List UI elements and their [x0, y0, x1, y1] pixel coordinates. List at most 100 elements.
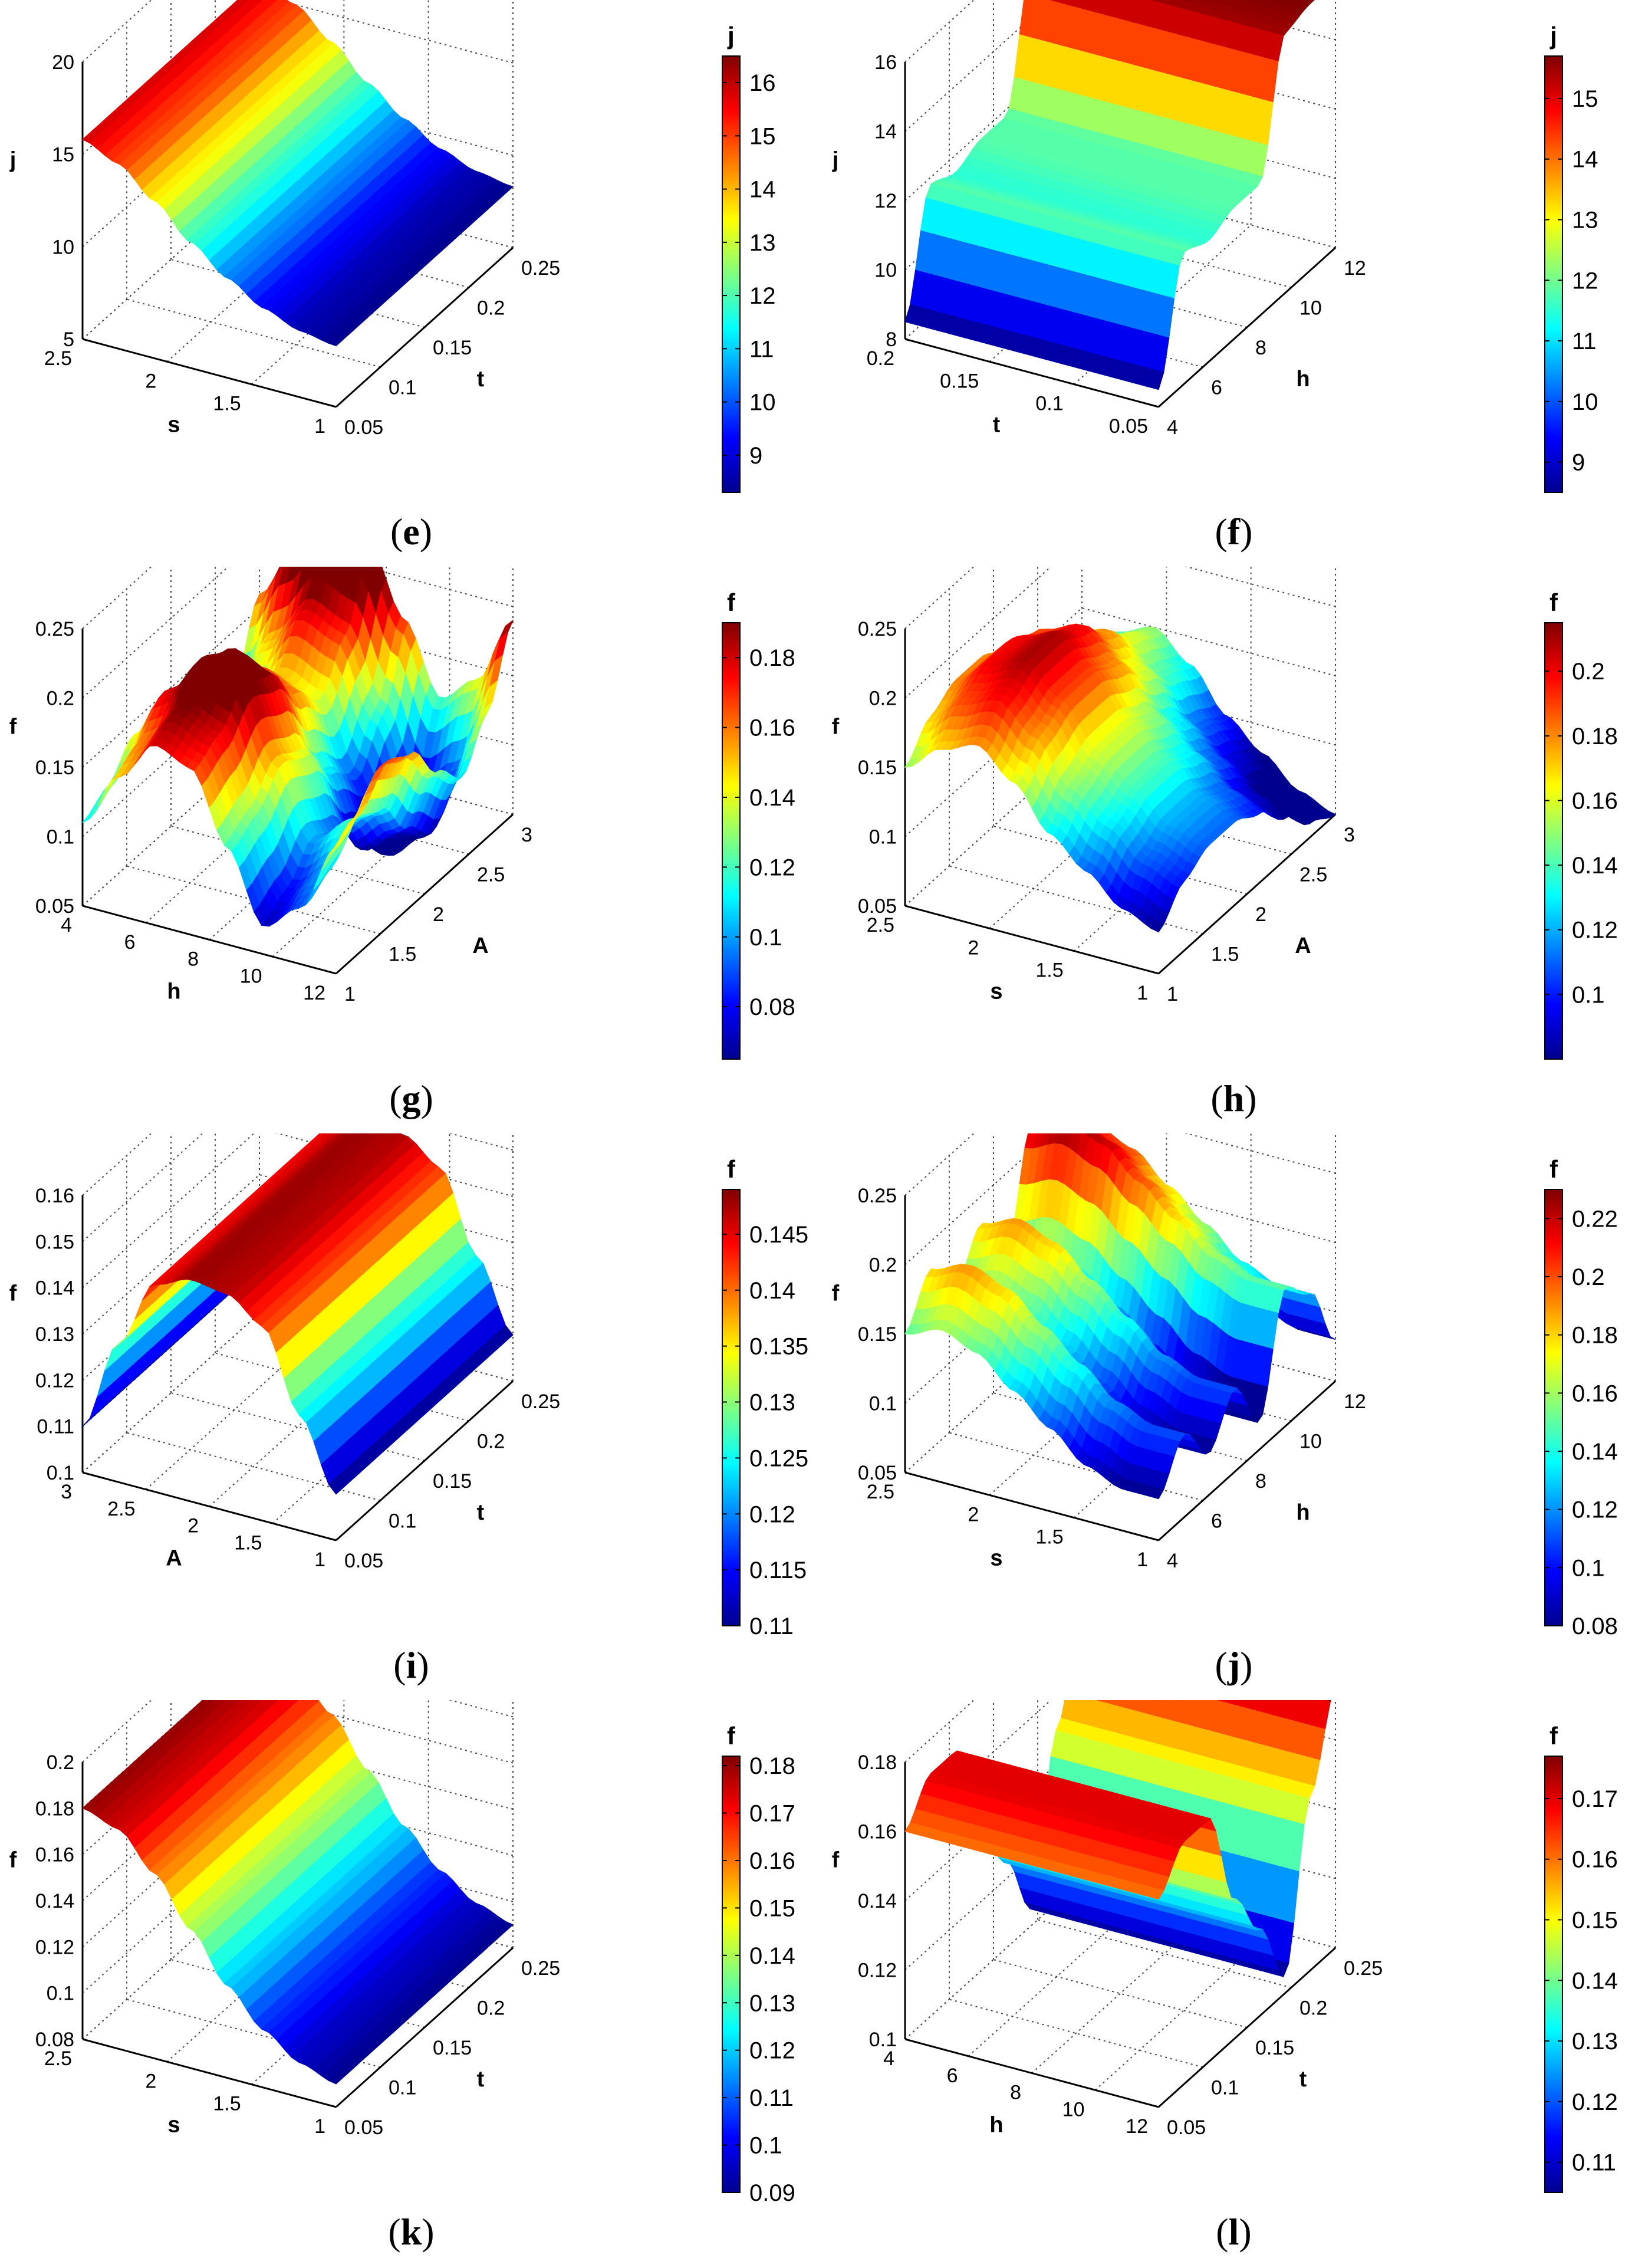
z-tick-label: 0.12: [35, 1936, 74, 1958]
right-axis-label: h: [1296, 1500, 1310, 1525]
caption-open: (: [1215, 1644, 1228, 1686]
colorbar-tick-label: 0.1: [749, 925, 782, 951]
z-tick-label: 15: [52, 144, 74, 166]
z-tick-label: 0.25: [858, 1185, 897, 1207]
panel-i: 0.16 0.15 0.14 0.13 0.12 0.11 0.1 3 2.5 2 1.5 1 0.05…: [0, 1133, 822, 1700]
colorbar-tick-label: 0.11: [749, 2085, 794, 2111]
right-tick-label: 6: [1211, 377, 1222, 399]
caption-close: ): [422, 2211, 435, 2253]
colorbar-tick-label: 15: [749, 123, 776, 149]
right-tick-label: 12: [1344, 1391, 1366, 1413]
z-tick-label: 0.2: [47, 1751, 74, 1774]
colorbar-tick-label: 0.08: [1572, 1613, 1618, 1639]
z-tick-label: 5: [63, 328, 74, 351]
colorbar-title: f: [1549, 589, 1558, 616]
z-tick-label: 0.2: [869, 1254, 897, 1277]
z-tick-label: 16: [874, 51, 897, 74]
colorbar-tick-label: 16: [749, 70, 776, 96]
right-tick-label: 10: [1299, 297, 1322, 320]
colorbar-tick-label: 0.12: [1572, 1497, 1618, 1523]
right-tick-label: 1.5: [389, 944, 416, 966]
surface-mesh: [904, 1700, 1332, 1977]
colorbar-tick-label: 0.18: [1572, 1323, 1618, 1349]
right-tick-label: 0.2: [477, 1431, 505, 1453]
caption-open: (: [388, 2211, 401, 2253]
colorbar-tick-label: 0.16: [1572, 788, 1618, 814]
colorbar-tick-label: 0.12: [749, 2038, 795, 2064]
colorbar-tick-label: 0.12: [1572, 918, 1618, 944]
z-tick-label: 10: [874, 259, 897, 282]
right-tick-label: 12: [1344, 257, 1366, 280]
z-tick-label: 0.12: [35, 1369, 74, 1392]
z-tick-label: 0.16: [35, 1185, 74, 1207]
colorbar-tick-label: 0.13: [749, 1390, 795, 1416]
surface-plot-k: 0.2 0.18 0.16 0.14 0.12 0.1 0.082.5 2 1.5 1 0.05 0.…: [9, 1700, 795, 2206]
right-tick-label: 0.1: [389, 377, 416, 399]
panel-caption: (k): [0, 2210, 822, 2254]
surface-plot-e: 20 15 10 52.5 2 1.5 1 0.05 0.1 0.150.2 0.25 j s t 16 15…: [9, 0, 776, 493]
colorbar-tick-label: 0.16: [749, 715, 795, 741]
z-axis-label: f: [9, 1281, 17, 1306]
left-axis-label: h: [989, 2113, 1003, 2138]
z-axis-label: j: [9, 148, 17, 173]
colorbar-tick-label: 0.15: [1572, 1908, 1618, 1934]
colorbar-tick-label: 0.1: [1572, 982, 1605, 1008]
colorbar: 0.22 0.2 0.18 0.16 0.14 0.12 0.1 0.08 f: [1544, 1155, 1618, 1639]
colorbar-tick-label: 0.18: [749, 645, 795, 671]
right-tick-label: 3: [1344, 824, 1355, 846]
right-tick-label: 1.5: [1211, 944, 1239, 966]
right-axis-label: t: [1299, 2067, 1307, 2092]
left-tick-label: 4: [883, 2047, 894, 2070]
z-tick-label: 0.1: [47, 826, 74, 849]
right-tick-label: 0.05: [344, 416, 383, 439]
right-axis-label: t: [477, 1500, 485, 1525]
z-tick-label: 0.15: [35, 1231, 74, 1253]
z-tick-label: 0.11: [37, 1416, 74, 1438]
left-tick-label: 4: [61, 914, 72, 936]
right-tick-label: 1: [344, 983, 356, 1005]
colorbar-tick-label: 10: [749, 390, 776, 416]
z-axis-label: f: [9, 715, 17, 739]
colorbar-tick-label: 13: [1572, 208, 1598, 234]
right-tick-label: 0.25: [1344, 1957, 1383, 1980]
colorbar-title: j: [727, 22, 735, 50]
left-tick-label: 1.5: [1035, 959, 1063, 982]
colorbar-tick-label: 15: [1572, 86, 1598, 112]
left-axis-label: s: [990, 1546, 1002, 1571]
panel-j: 0.25 0.2 0.15 0.1 0.05 2.5 2 1.5 1 4 6 8 10 12 f s h 0.22…: [822, 1133, 1645, 1700]
colorbar-tick-label: 0.14: [1572, 1968, 1618, 1994]
colorbar-tick-label: 0.14: [749, 1943, 795, 1969]
z-tick-label: 0.15: [858, 757, 897, 779]
right-tick-label: 4: [1167, 416, 1178, 439]
right-tick-label: 2: [433, 903, 444, 926]
colorbar-tick-label: 0.1: [1572, 1555, 1605, 1581]
z-tick-label: 10: [52, 236, 74, 258]
z-tick-label: 0.05: [858, 895, 897, 918]
right-tick-label: 0.2: [1299, 1997, 1327, 2020]
right-tick-label: 0.05: [344, 2116, 383, 2139]
colorbar-tick-label: 14: [1572, 147, 1598, 173]
colorbar-tick-label: 0.125: [749, 1445, 808, 1471]
colorbar-tick-label: 0.13: [1572, 2029, 1618, 2055]
right-tick-label: 0.05: [1167, 2116, 1206, 2139]
surface-plot-j: 0.25 0.2 0.15 0.1 0.052.5 2 1.5 1 4 6 8 10 12 f s h 0.22…: [832, 1133, 1618, 1639]
left-tick-label: 1: [314, 415, 325, 438]
left-tick-label: 2.5: [867, 914, 894, 936]
left-tick-label: 12: [303, 982, 325, 1004]
caption-letter: k: [400, 2211, 422, 2253]
caption-close: ): [1240, 511, 1253, 553]
right-tick-label: 4: [1167, 1550, 1178, 1572]
right-tick-label: 1: [1167, 983, 1178, 1005]
colorbar-tick-label: 0.115: [749, 1557, 807, 1583]
panel-f: 16 14 12 10 8 0.2 0.15 0.1 0.05 4 6 8 10 12 j t h 15 14 13 1…: [822, 0, 1645, 567]
z-tick-label: 14: [874, 121, 897, 143]
colorbar-tick-label: 0.13: [749, 1990, 795, 2016]
right-tick-label: 0.15: [1255, 2037, 1294, 2059]
panel-k: 0.2 0.18 0.16 0.14 0.12 0.1 0.08 2.5 2 1.5 1 0.05 0.…: [0, 1700, 822, 2267]
caption-close: ): [1244, 1077, 1257, 1119]
right-tick-label: 2.5: [477, 864, 505, 886]
caption-close: ): [419, 511, 433, 553]
colorbar-tick-label: 0.1: [749, 2133, 782, 2159]
axis-lines: [81, 62, 514, 408]
